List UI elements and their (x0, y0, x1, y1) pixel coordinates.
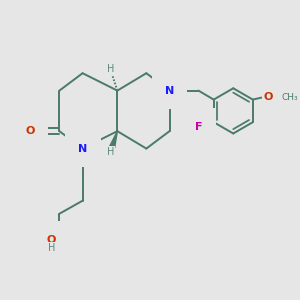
Text: CH₃: CH₃ (282, 93, 298, 102)
Text: H: H (107, 147, 114, 157)
Text: N: N (78, 144, 87, 154)
Text: O: O (26, 126, 35, 136)
Text: N: N (165, 85, 174, 96)
Text: H: H (48, 243, 55, 253)
Text: H: H (107, 64, 114, 74)
Text: O: O (263, 92, 273, 102)
Text: F: F (195, 122, 203, 131)
Text: O: O (46, 235, 56, 245)
Polygon shape (110, 131, 117, 148)
